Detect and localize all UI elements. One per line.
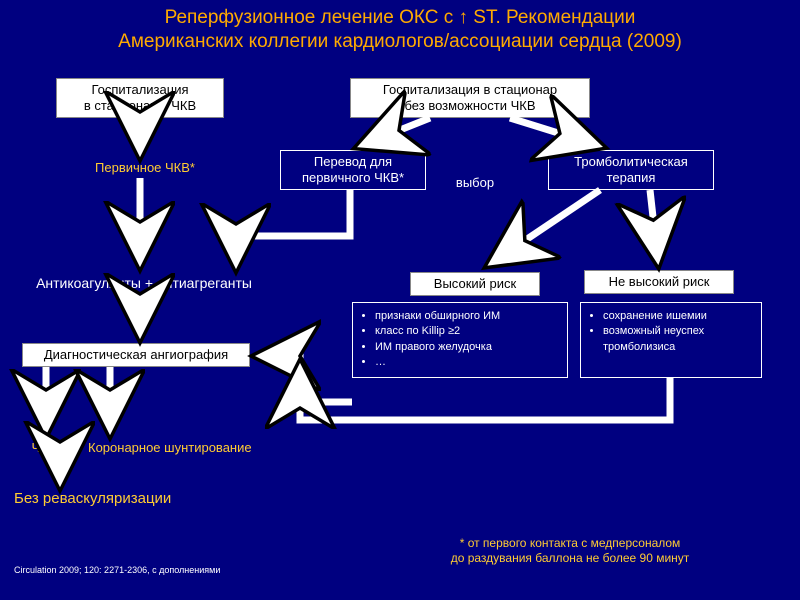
label-anticoag: Антикоагулянты + антиагреганты	[14, 275, 274, 292]
label-primary-pci: Первичное ЧКВ*	[80, 160, 210, 176]
label-choice: выбор	[445, 175, 505, 191]
box-not-high-risk: Не высокий риск	[584, 270, 734, 294]
label-pci: ЧКВ	[24, 440, 64, 456]
box-transfer-pci: Перевод для первичного ЧКВ*	[280, 150, 426, 190]
label-cabg: Коронарное шунтирование	[88, 440, 288, 456]
box-hosp-no-pci-text: Госпитализация в стационар без возможнос…	[383, 82, 557, 113]
box-thrombolytic: Тромболитическая терапия	[548, 150, 714, 190]
bullets-not-high-risk-list: сохранение ишемии возможный неуспех тром…	[587, 309, 753, 355]
bullets-high-risk: признаки обширного ИМ класс по Killip ≥2…	[352, 302, 568, 378]
title-line-1: Реперфузионное лечение ОКС с ↑ ST. Реком…	[165, 7, 636, 28]
footnote: * от первого контакта с медперсоналом до…	[370, 520, 770, 567]
box-thrombolytic-text: Тромболитическая терапия	[574, 154, 688, 185]
box-hosp-pci-text: Госпитализация в стационар с ЧКВ	[84, 82, 196, 113]
slide-title: Реперфузионное лечение ОКС с ↑ ST. Реком…	[0, 0, 800, 58]
label-no-revasc: Без реваскуляризации	[14, 490, 214, 508]
citation: Circulation 2009; 120: 2271-2306, с допо…	[14, 565, 220, 575]
title-line-2: Американских коллегии кардиологов/ассоци…	[118, 31, 682, 52]
box-diag-angio: Диагностическая ангиография	[22, 343, 250, 367]
box-high-risk: Высокий риск	[410, 272, 540, 296]
box-hosp-pci: Госпитализация в стационар с ЧКВ	[56, 78, 224, 118]
box-hosp-no-pci: Госпитализация в стационар без возможнос…	[350, 78, 590, 118]
box-transfer-pci-text: Перевод для первичного ЧКВ*	[302, 154, 404, 185]
bullets-not-high-risk: сохранение ишемии возможный неуспех тром…	[580, 302, 762, 378]
bullets-high-risk-list: признаки обширного ИМ класс по Killip ≥2…	[359, 309, 559, 371]
